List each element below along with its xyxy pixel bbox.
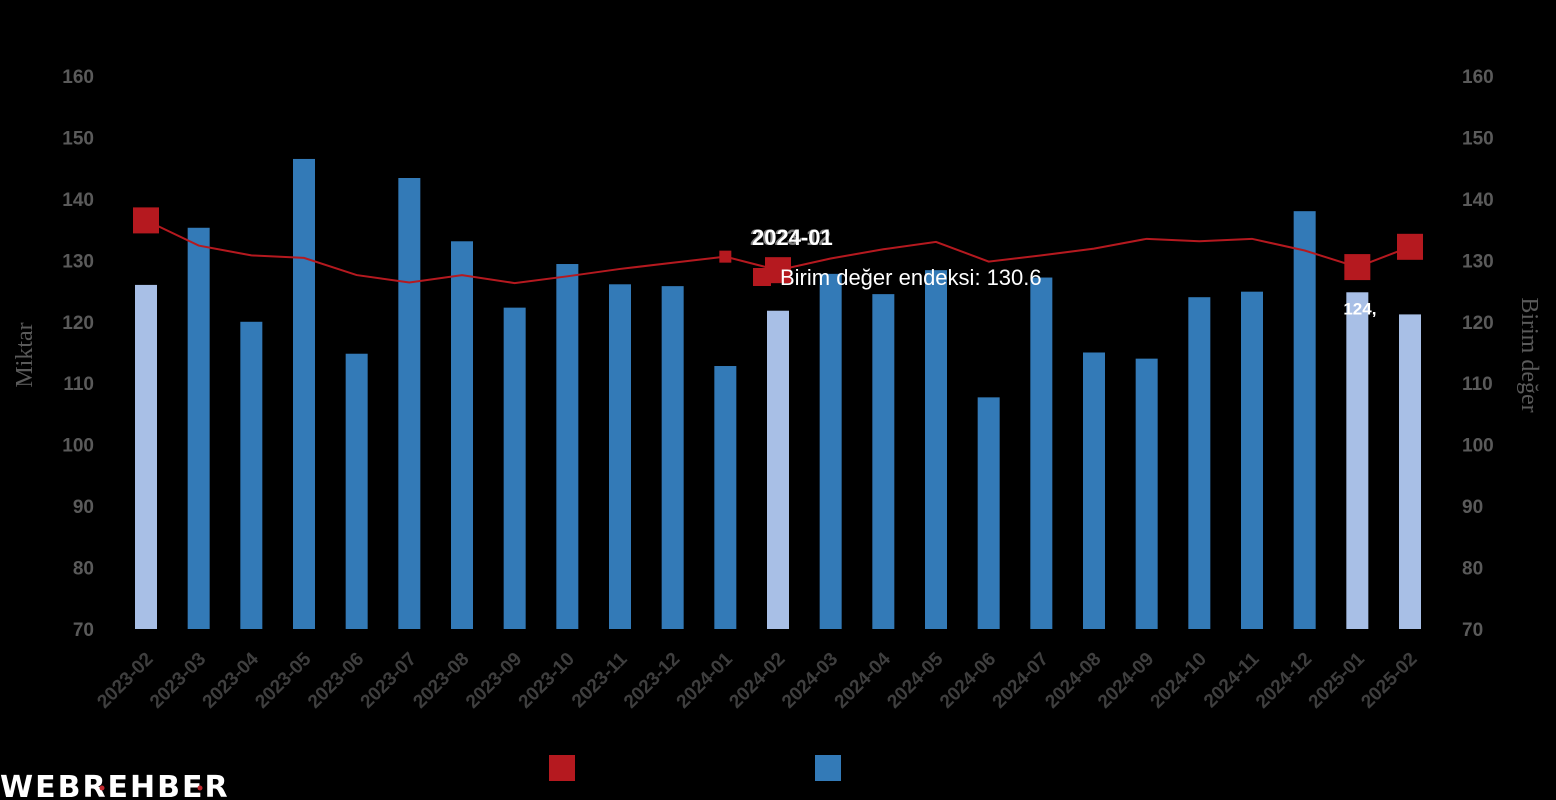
bar-2023-02[interactable] [135, 284, 157, 629]
line-point-2023-02[interactable] [133, 207, 159, 234]
right-axis-ticks: 70 80 90 100 110 120 130 140 150 160 [1462, 67, 1494, 641]
brand-logo-dot [197, 785, 203, 791]
bar-2024-09[interactable] [1135, 358, 1158, 629]
line-point-2025-02[interactable] [1397, 233, 1423, 260]
bar-2024-07[interactable] [1030, 277, 1053, 629]
right-axis-title: Birim değer [1516, 297, 1542, 412]
bar-series [135, 158, 1421, 630]
left-axis-tick-label: 90 [73, 497, 94, 518]
right-axis-tick-label: 120 [1462, 313, 1494, 334]
tooltip-title-ghost: 2023-12 [750, 225, 831, 250]
right-axis-tick-label: 160 [1462, 67, 1494, 88]
bar-2023-03[interactable] [187, 227, 210, 630]
left-axis-tick-label: 140 [62, 190, 94, 211]
tooltip-series-swatch [753, 268, 771, 286]
tooltip-separator: : [974, 265, 980, 290]
bar-2024-03[interactable] [819, 273, 842, 629]
right-axis-tick-label: 100 [1462, 436, 1494, 457]
bar-2023-07[interactable] [398, 177, 421, 629]
right-axis-tick-label: 80 [1462, 559, 1483, 580]
bar-2024-05[interactable] [925, 270, 947, 629]
bar-2024-01[interactable] [714, 366, 737, 629]
bar-2025-02[interactable] [1399, 314, 1421, 629]
left-axis-ticks: 70 80 90 100 110 120 130 140 150 160 [62, 67, 94, 641]
tooltip-title: 2024-01 [752, 225, 833, 250]
line-point-2025-01[interactable] [1344, 254, 1371, 281]
left-axis-tick-label: 110 [63, 374, 94, 395]
bar-2023-05[interactable] [293, 158, 315, 629]
bar-2024-12[interactable] [1293, 211, 1316, 629]
bar-2024-08[interactable] [1083, 352, 1105, 630]
left-axis-tick-label: 80 [73, 559, 94, 580]
legend [549, 755, 841, 781]
tooltip-value: 130.6 [987, 265, 1042, 290]
bar-2025-01[interactable] [1346, 292, 1369, 629]
brand-logo-dot [99, 785, 105, 791]
bar-2023-08[interactable] [451, 241, 473, 629]
tooltip-series-label: Birim değer endeksi [780, 265, 974, 290]
legend-swatch-line-series[interactable] [549, 755, 575, 781]
bar-2023-09[interactable] [503, 307, 526, 629]
right-axis-tick-label: 70 [1462, 620, 1483, 641]
right-axis-tick-label: 140 [1462, 190, 1494, 211]
tooltip-line: Birim değer endeksi: 130.6 [780, 265, 1042, 290]
data-labels: 124, [1343, 299, 1376, 318]
left-axis-title: Miktar [12, 322, 38, 387]
brand-logo-text: WEBREHBER [0, 770, 230, 800]
bar-2023-06[interactable] [345, 353, 368, 629]
bar-2024-02[interactable] [767, 310, 789, 629]
right-axis-tick-label: 90 [1462, 497, 1483, 518]
bar-2023-11[interactable] [609, 284, 631, 629]
left-axis-tick-label: 120 [62, 313, 94, 334]
right-axis-tick-label: 150 [1462, 128, 1494, 149]
left-axis-tick-label: 100 [62, 436, 94, 457]
right-axis-tick-label: 130 [1462, 251, 1494, 272]
left-axis-tick-label: 150 [62, 128, 94, 149]
data-label-2025-01: 124, [1343, 299, 1376, 318]
tooltip: 2023-12 2024-01 Birim değer endeksi: 130.… [750, 225, 1042, 290]
bar-2024-04[interactable] [872, 294, 895, 629]
bar-2023-12[interactable] [661, 286, 684, 629]
brand-logo: WEBREHBER [0, 770, 230, 800]
left-axis-tick-label: 130 [62, 251, 94, 272]
bar-2024-10[interactable] [1188, 297, 1211, 629]
left-axis-tick-label: 160 [62, 67, 94, 88]
bar-2023-04[interactable] [240, 321, 263, 629]
line-point-2024-01[interactable] [719, 250, 732, 263]
bar-2023-10[interactable] [556, 264, 579, 629]
bar-2024-11[interactable] [1241, 291, 1263, 629]
legend-swatch-bar-series[interactable] [815, 755, 841, 781]
bar-2024-06[interactable] [977, 397, 1000, 629]
right-axis-tick-label: 110 [1462, 374, 1493, 395]
left-axis-tick-label: 70 [73, 620, 94, 641]
